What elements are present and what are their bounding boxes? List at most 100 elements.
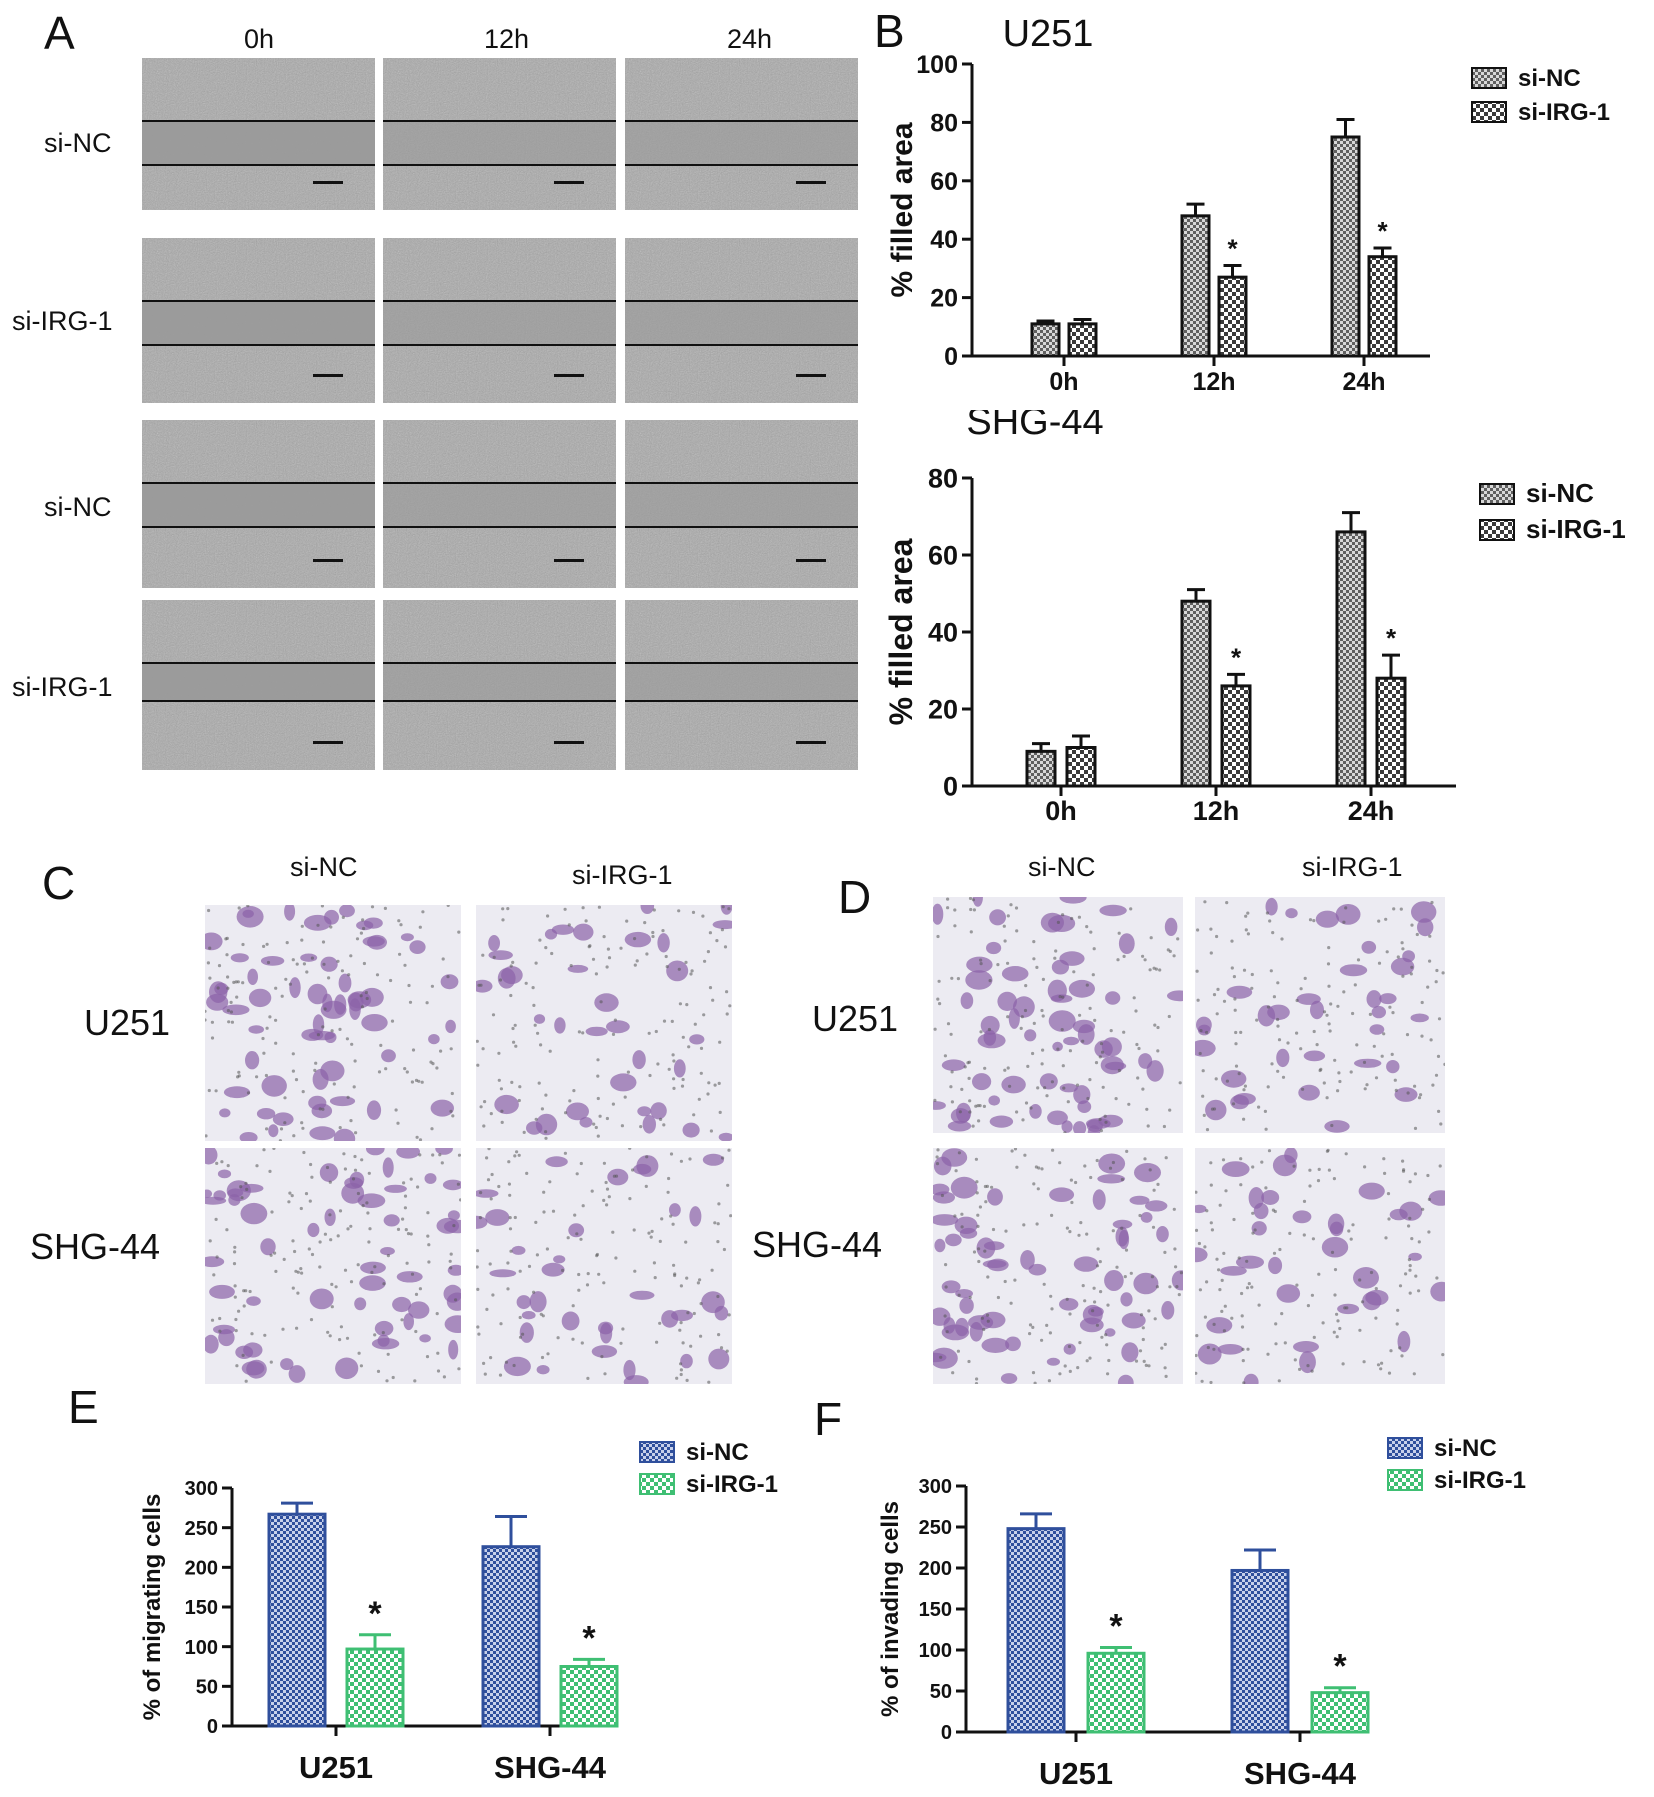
x-tick-label: U251	[1039, 1756, 1113, 1791]
wound-image-r1-c2	[383, 58, 616, 210]
significance-star: *	[1109, 1608, 1123, 1646]
y-tick-label: 100	[916, 51, 958, 79]
scale-bar	[313, 374, 343, 377]
panel-letter-d: D	[838, 871, 872, 923]
y-tick-label: 20	[930, 285, 958, 313]
legend-label: si-IRG-1	[1434, 1467, 1526, 1494]
time-label-12h: 12h	[484, 24, 530, 54]
wound-image-r2-c3	[625, 238, 858, 403]
wound-image-r3-c1	[142, 420, 375, 588]
transwell-c-u251-si-nc	[205, 905, 461, 1141]
scratch-edge-line-bottom	[142, 164, 375, 166]
legend-label: si-NC	[1518, 65, 1581, 92]
bar-si-nc	[1335, 530, 1367, 788]
scratch-edge-line-top	[142, 120, 375, 122]
wound-image-r1-c1	[142, 58, 375, 210]
legend-swatch	[1479, 483, 1515, 505]
y-tick-label: 250	[919, 1517, 952, 1539]
y-tick-label: 150	[185, 1597, 218, 1619]
row-label-d-shg44: SHG-44	[752, 1224, 883, 1265]
scale-bar	[554, 181, 584, 184]
x-tick-label: 24h	[1348, 796, 1395, 826]
y-axis-label: % filled area	[883, 538, 919, 725]
scratch-edge-line-top	[625, 120, 858, 122]
scale-bar	[796, 374, 826, 377]
scale-bar	[796, 741, 826, 744]
significance-star: *	[1231, 642, 1242, 672]
scale-bar	[796, 559, 826, 562]
bar-si-irg-1	[1065, 746, 1097, 788]
y-axis-label: % filled area	[886, 122, 919, 297]
scale-bar	[313, 741, 343, 744]
panel-letter-f: F	[814, 1393, 843, 1445]
legend-label: si-NC	[1434, 1435, 1497, 1462]
significance-star: *	[1386, 623, 1397, 653]
scratch-edge-line-bottom	[625, 164, 858, 166]
x-tick-label: 0h	[1049, 368, 1078, 396]
time-label-0h: 0h	[244, 24, 275, 54]
row-label-c-u251: U251	[84, 1002, 171, 1043]
legend-label: si-IRG-1	[1526, 514, 1626, 544]
row-label-si-irg1-2: si-IRG-1	[12, 672, 113, 702]
scratch-edge-line-top	[142, 482, 375, 484]
y-tick-label: 80	[930, 109, 958, 137]
bar-si-nc	[1180, 599, 1212, 788]
x-tick-label: 12h	[1192, 368, 1235, 396]
x-tick-label: 24h	[1342, 368, 1385, 396]
scratch-edge-line-bottom	[625, 526, 858, 528]
scale-bar	[313, 181, 343, 184]
x-tick-label: 12h	[1193, 796, 1240, 826]
scale-bar	[554, 741, 584, 744]
wound-image-r2-c1	[142, 238, 375, 403]
y-tick-label: 200	[185, 1558, 218, 1580]
legend-label: si-NC	[1526, 478, 1594, 508]
scratch-edge-line-top	[142, 300, 375, 302]
x-tick-label: 0h	[1045, 796, 1077, 826]
x-tick-label: U251	[299, 1750, 373, 1785]
panel-letter-e: E	[68, 1381, 99, 1433]
row-label-si-nc-1: si-NC	[44, 128, 112, 158]
y-tick-label: 0	[941, 1722, 952, 1744]
row-label-c-shg44: SHG-44	[30, 1226, 161, 1267]
legend-swatch	[639, 1441, 675, 1463]
chart-title: SHG-44	[966, 410, 1103, 443]
bar-si-irg-1	[1375, 676, 1407, 788]
scale-bar	[554, 559, 584, 562]
scratch-edge-line-top	[625, 300, 858, 302]
scratch-edge-line-bottom	[625, 344, 858, 346]
chart-title: U251	[1003, 13, 1094, 55]
scratch-edge-line-top	[383, 482, 616, 484]
transwell-c-shg44-si-nc	[205, 1148, 461, 1384]
transwell-c-shg44-si-irg1	[476, 1148, 732, 1384]
legend-label: si-NC	[686, 1439, 749, 1466]
legend-label: si-IRG-1	[686, 1471, 778, 1498]
col-label-c-si-irg1: si-IRG-1	[572, 860, 673, 890]
y-tick-label: 250	[185, 1518, 218, 1540]
scale-bar	[313, 559, 343, 562]
bar-si-irg-1	[559, 1665, 619, 1728]
y-tick-label: 50	[196, 1677, 218, 1699]
legend-label: si-IRG-1	[1518, 99, 1610, 126]
bar-si-nc	[481, 1545, 541, 1728]
transwell-c-u251-si-irg1	[476, 905, 732, 1141]
panel-letter-c: C	[42, 857, 76, 909]
scratch-edge-line-bottom	[142, 700, 375, 702]
bar-si-irg-1	[345, 1647, 405, 1728]
col-label-d-si-irg1: si-IRG-1	[1302, 852, 1403, 882]
y-axis-label: % of migrating cells	[139, 1494, 166, 1721]
scratch-edge-line-top	[625, 482, 858, 484]
chart-invading-cells: % of invading cells 0 50 100 150 200 250 300 U25…	[877, 1435, 1526, 1791]
scratch-edge-line-bottom	[383, 526, 616, 528]
y-tick-label: 200	[919, 1558, 952, 1580]
wound-image-r4-c3	[625, 600, 858, 770]
scale-bar	[554, 374, 584, 377]
y-tick-label: 50	[930, 1681, 952, 1703]
wound-image-r3-c2	[383, 420, 616, 588]
scratch-edge-line-top	[383, 662, 616, 664]
transwell-d-u251-si-nc	[933, 897, 1183, 1133]
transwell-d-shg44-si-irg1	[1195, 1148, 1445, 1384]
bar-si-irg-1	[1367, 255, 1398, 358]
y-tick-label: 100	[185, 1637, 218, 1659]
x-tick-label: SHG-44	[1244, 1756, 1357, 1791]
y-tick-label: 0	[944, 343, 958, 371]
